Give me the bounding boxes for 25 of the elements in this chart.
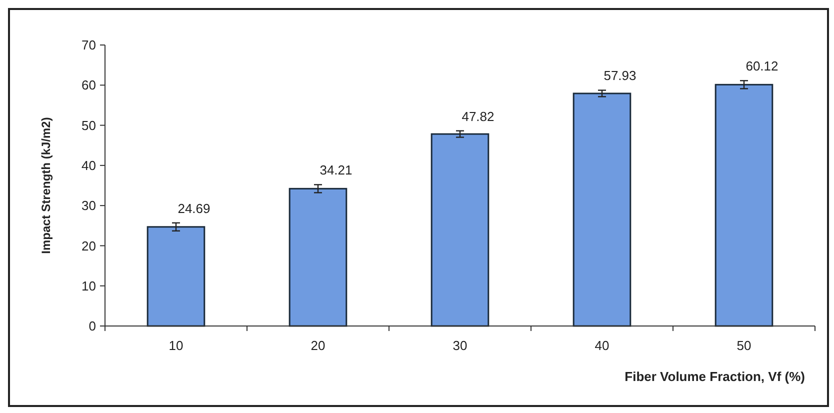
y-tick-label: 50 xyxy=(82,118,96,133)
bar xyxy=(146,226,206,327)
y-tick-label: 10 xyxy=(82,278,96,294)
data-label: 60.12 xyxy=(746,58,778,74)
data-label: 34.21 xyxy=(320,162,352,178)
x-tick-label: 30 xyxy=(452,338,468,353)
x-tick-label: 40 xyxy=(594,338,610,353)
y-tick-label: 70 xyxy=(82,38,96,53)
y-tick-label: 60 xyxy=(82,78,96,93)
bar xyxy=(288,188,348,327)
x-axis-title: Fiber Volume Fraction, Vf (%) xyxy=(624,369,805,384)
y-tick-label: 40 xyxy=(82,158,96,173)
x-tick-label: 10 xyxy=(168,338,184,353)
data-label: 47.82 xyxy=(462,108,494,124)
y-tick-label: 30 xyxy=(82,198,96,214)
bar xyxy=(430,133,490,327)
y-tick-label: 20 xyxy=(82,238,96,254)
bar xyxy=(714,84,774,327)
y-axis-title: Impact Strength (kJ/m2) xyxy=(39,117,53,254)
x-tick-label: 50 xyxy=(736,338,752,353)
y-tick-label: 0 xyxy=(88,318,96,334)
bar xyxy=(572,92,632,327)
data-label: 24.69 xyxy=(178,200,210,216)
x-tick-label: 20 xyxy=(310,338,326,353)
data-label: 57.93 xyxy=(604,68,636,84)
